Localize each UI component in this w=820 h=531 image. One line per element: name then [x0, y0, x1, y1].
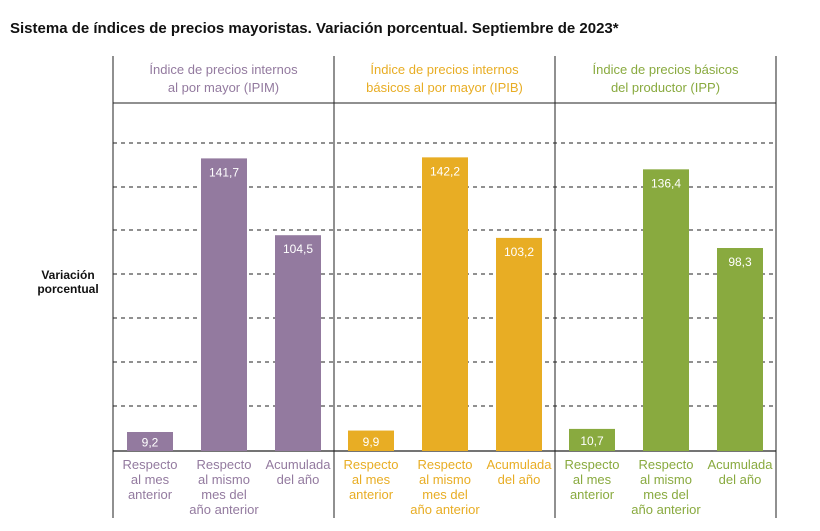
bar [569, 428, 615, 451]
category-label: mes del [422, 487, 468, 502]
category-label: Respecto [123, 457, 178, 472]
data-label: 142,2 [430, 164, 460, 178]
data-label: 136,4 [651, 176, 681, 190]
data-label: 104,5 [283, 242, 313, 256]
category-label: mes del [643, 487, 689, 502]
group-title: básicos al por mayor (IPIB) [366, 80, 523, 95]
category-label: mes del [201, 487, 247, 502]
data-label: 141,7 [209, 165, 239, 179]
category-label: anterior [570, 487, 615, 502]
group-title: Índice de precios internos [149, 62, 298, 77]
category-label: Respecto [565, 457, 620, 472]
category-label: Respecto [418, 457, 473, 472]
data-label: 98,3 [728, 255, 752, 269]
category-label: Acumulada [707, 457, 773, 472]
category-label: al mismo [419, 472, 471, 487]
category-label: año anterior [189, 502, 259, 517]
bar [348, 430, 394, 451]
data-label: 9,2 [142, 436, 159, 450]
data-label: 9,9 [363, 435, 380, 449]
bar [717, 248, 763, 451]
y-axis-label-text: Variación porcentual [37, 268, 99, 296]
category-label: del año [498, 472, 541, 487]
bar [127, 432, 173, 451]
bar [643, 169, 689, 452]
category-label: año anterior [410, 502, 480, 517]
category-label: al mismo [640, 472, 692, 487]
category-label: anterior [349, 487, 394, 502]
category-label: al mes [131, 472, 170, 487]
category-label: año anterior [631, 502, 701, 517]
bar [201, 158, 247, 451]
group-title: del productor (IPP) [611, 80, 720, 95]
category-label: Respecto [344, 457, 399, 472]
category-label: al mes [352, 472, 391, 487]
y-axis-label: Variación porcentual [28, 268, 108, 296]
data-label: 103,2 [504, 245, 534, 259]
bar [496, 237, 542, 451]
category-label: anterior [128, 487, 173, 502]
category-label: Respecto [639, 457, 694, 472]
category-label: al mes [573, 472, 612, 487]
category-label: al mismo [198, 472, 250, 487]
category-label: Acumulada [265, 457, 331, 472]
category-label: del año [277, 472, 320, 487]
group-title: Índice de precios básicos [593, 62, 739, 77]
group-title: al por mayor (IPIM) [168, 80, 279, 95]
bar [422, 157, 468, 451]
data-label: 10,7 [580, 434, 604, 448]
group-title: Índice de precios internos [370, 62, 519, 77]
category-label: del año [719, 472, 762, 487]
category-label: Respecto [197, 457, 252, 472]
bar [275, 235, 321, 451]
category-label: Acumulada [486, 457, 552, 472]
chart-title: Sistema de índices de precios mayoristas… [10, 20, 619, 37]
